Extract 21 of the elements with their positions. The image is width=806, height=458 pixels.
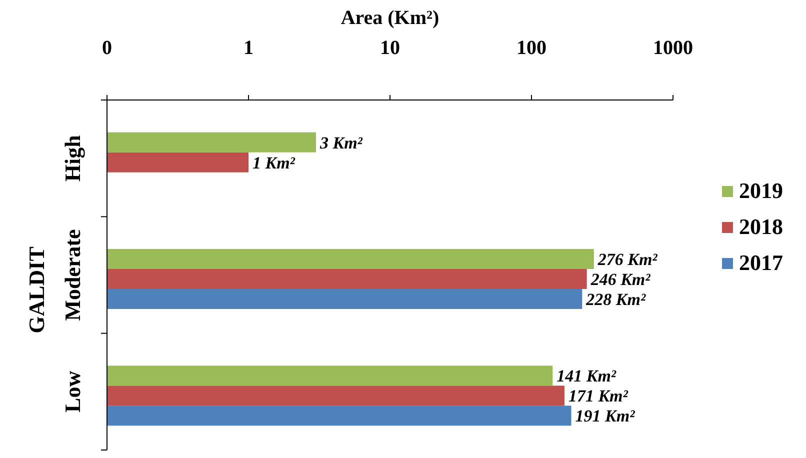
y-axis-title: GALDIT <box>24 246 49 334</box>
x-tick-label: 100 <box>516 37 546 59</box>
x-tick-label: 1000 <box>653 37 693 59</box>
x-tick-label: 0 <box>102 37 112 59</box>
y-tick-label: High <box>60 135 85 182</box>
x-axis-title: Area (Km²) <box>340 7 440 29</box>
legend-label: 2019 <box>739 178 783 203</box>
data-label: 171 Km² <box>568 386 629 406</box>
legend-label: 2018 <box>739 214 783 239</box>
data-label: 276 Km² <box>596 250 658 269</box>
data-label: 141 Km² <box>556 366 617 386</box>
legend-label: 2017 <box>739 250 783 275</box>
y-tick-label: Moderate <box>60 228 85 321</box>
data-label: 228 Km² <box>585 290 646 309</box>
data-label: 246 Km² <box>590 270 652 289</box>
data-label: 1 Km² <box>252 153 296 172</box>
data-label: 3 Km² <box>319 133 364 152</box>
data-label: 191 Km² <box>575 406 636 426</box>
y-tick-label: Low <box>60 370 85 412</box>
x-tick-label: 10 <box>380 37 400 59</box>
x-tick-label: 1 <box>244 37 254 59</box>
